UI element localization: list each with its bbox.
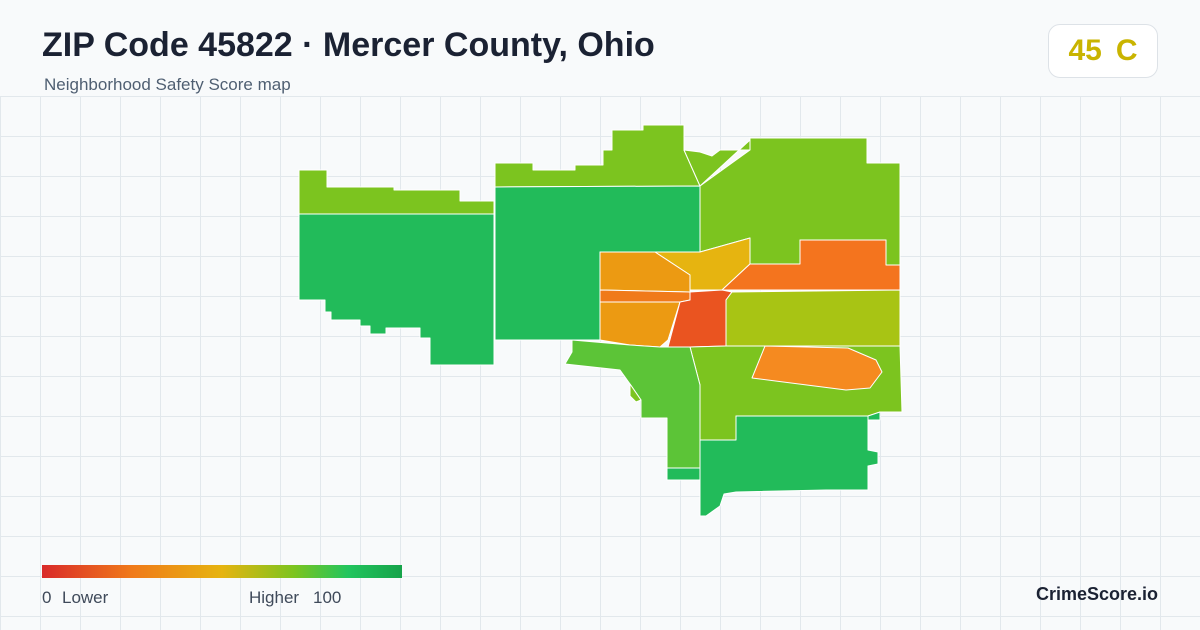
- map-region-south-lime[interactable]: [629, 383, 642, 403]
- legend-min-label: Lower: [62, 588, 109, 607]
- map-region-west-main[interactable]: [298, 213, 495, 366]
- page-subtitle: Neighborhood Safety Score map: [44, 75, 291, 94]
- map-region-west-north[interactable]: [298, 169, 495, 215]
- map-region-east-orange[interactable]: [721, 239, 901, 291]
- map-region-east-inner-orange[interactable]: [751, 345, 883, 391]
- page-title: ZIP Code 45822 · Mercer County, Ohio: [42, 26, 655, 64]
- brand-logo-text: CrimeScore.io: [1036, 584, 1159, 604]
- map-region-north-strip[interactable]: [494, 124, 701, 188]
- legend-max-value: 100: [313, 588, 342, 607]
- safety-color-scale-bar: [42, 565, 402, 578]
- map-region-southwest-small-green[interactable]: [666, 467, 701, 481]
- legend-max-label: Higher: [249, 588, 300, 607]
- map-region-central-orange-strip[interactable]: [599, 289, 691, 303]
- map-region-south-center-green[interactable]: [564, 339, 701, 469]
- map-region-east-olive[interactable]: [725, 289, 901, 347]
- legend-min-value: 0: [42, 588, 52, 607]
- map-region-central-orange-west[interactable]: [599, 251, 691, 293]
- map-region-southeast-green[interactable]: [867, 411, 881, 421]
- safety-score-value: 45: [1068, 34, 1102, 67]
- map-region-north-tip[interactable]: [683, 139, 751, 187]
- safety-score-grade: C: [1115, 34, 1138, 67]
- map-region-central-orange-south[interactable]: [599, 301, 681, 348]
- safety-score-badge: 45 C: [1048, 24, 1158, 78]
